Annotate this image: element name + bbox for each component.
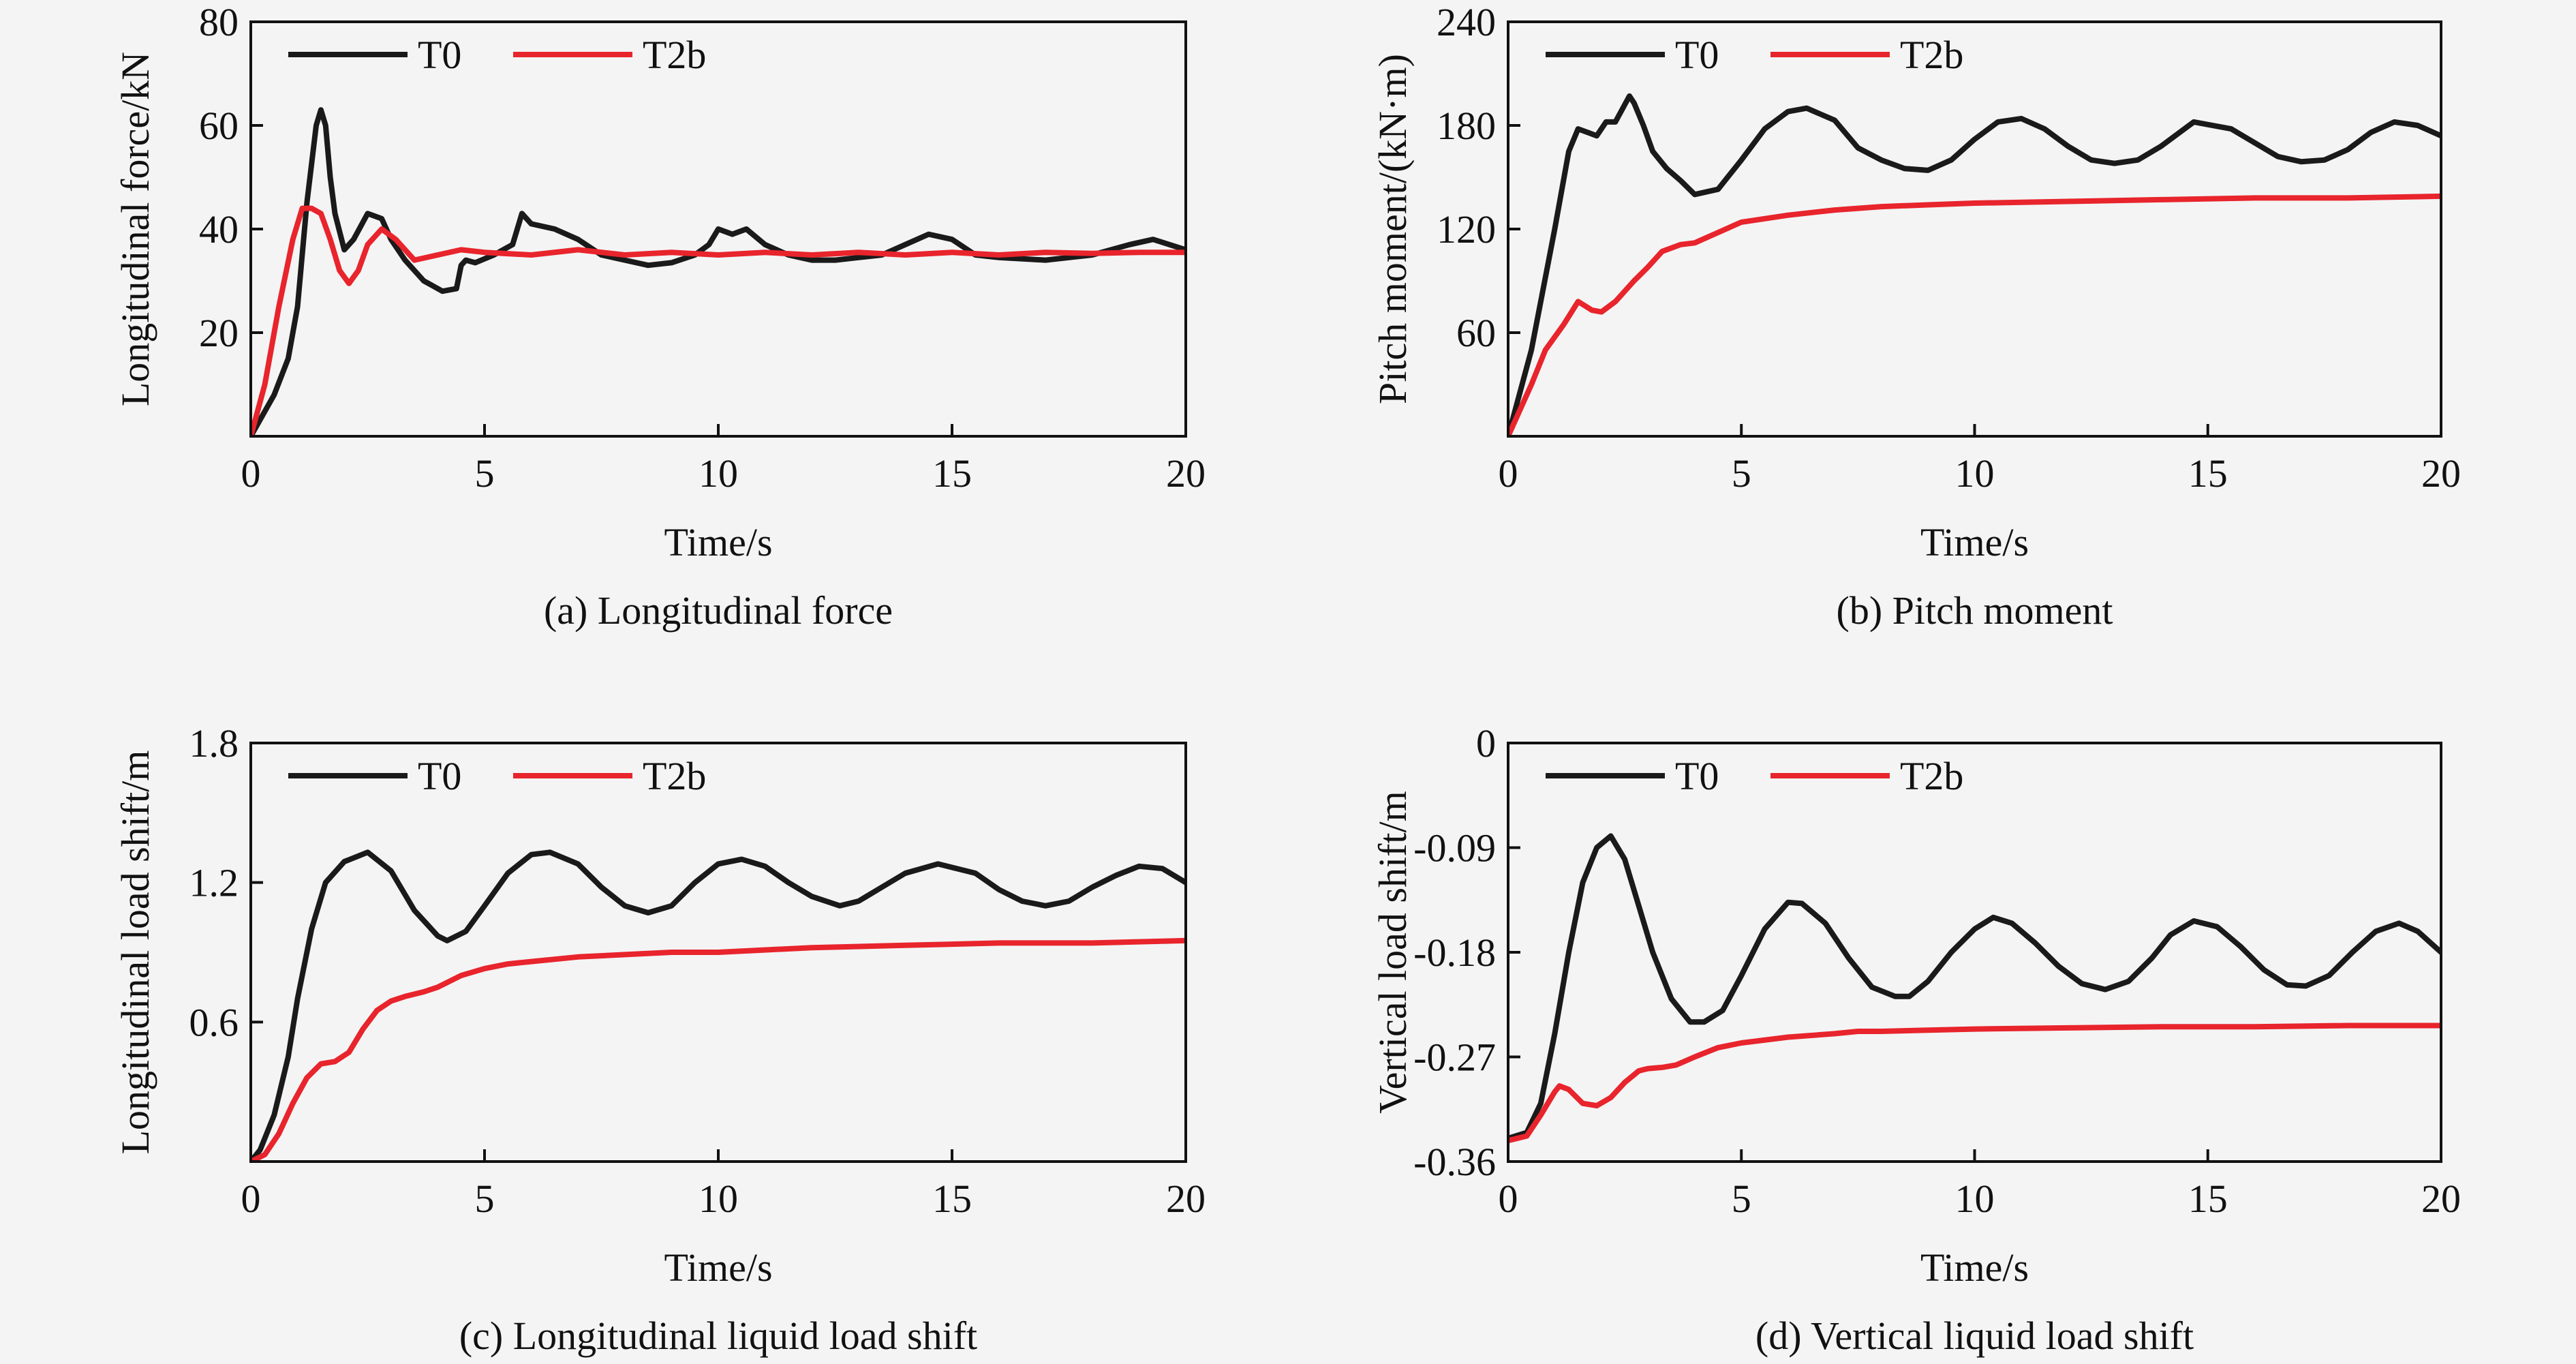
panel-caption: (b) Pitch moment (1837, 588, 2113, 633)
x-axis-label: Time/s (1920, 1245, 2029, 1290)
x-axis-label: Time/s (664, 520, 772, 564)
panel-caption: (d) Vertical liquid load shift (1755, 1314, 2194, 1358)
chart-panel-2: 0 5 10 15 20 0.6 1.2 1.8 Time/s Longitudinal load… (113, 721, 1206, 1358)
x-tick-label: 15 (932, 451, 972, 496)
y-tick-label: 180 (1437, 104, 1496, 148)
y-tick-label: -0.27 (1413, 1035, 1496, 1080)
plot-frame (1507, 20, 2442, 438)
y-tick-label: 0 (1476, 721, 1496, 766)
x-tick-label: 15 (2188, 1177, 2228, 1221)
series-line-t2b (251, 937, 1186, 1162)
x-axis-label: Time/s (1920, 520, 2029, 564)
x-tick-label: 5 (1732, 1177, 1751, 1221)
y-axis-label: Longitudinal force/kN (113, 52, 157, 406)
x-tick-label: 10 (699, 1177, 738, 1221)
y-tick-label: 60 (1456, 311, 1496, 355)
series-line-t2b (1508, 1022, 2441, 1144)
chart-panel-0: 0 5 10 15 20 20 40 60 80 Time/s Longitudinal force… (113, 0, 1206, 633)
x-tick-label: 5 (1732, 451, 1751, 496)
panel-caption: (c) Longitudinal liquid load shift (459, 1314, 977, 1358)
y-tick-label: 120 (1437, 207, 1496, 252)
chart-panel-3: 0 5 10 15 20 0 -0.09 -0.18 -0.27 -0.36 Time/s Verti… (1370, 721, 2461, 1358)
chart-panel-1: 0 5 10 15 20 60 120 180 240 Time/s Pitch moment/(k… (1370, 0, 2461, 633)
panel-caption: (a) Longitudinal force (544, 588, 893, 633)
x-tick-label: 0 (1499, 1177, 1518, 1221)
x-tick-label: 10 (1955, 451, 1995, 496)
y-tick-label: 80 (199, 0, 239, 44)
x-tick-label: 0 (1499, 451, 1518, 496)
legend-label-t2b: T2b (1900, 754, 1963, 798)
y-tick-label: 0.6 (189, 1000, 239, 1044)
x-tick-label: 10 (1955, 1177, 1995, 1221)
y-tick-label: -0.18 (1413, 930, 1496, 975)
x-tick-label: 5 (475, 451, 495, 496)
series-line-t0 (1508, 93, 2441, 436)
x-tick-label: 20 (2421, 1177, 2461, 1221)
y-tick-label: 1.8 (189, 721, 239, 766)
legend-label-t2b: T2b (643, 754, 706, 798)
x-axis-label: Time/s (664, 1245, 772, 1290)
legend-label-t0: T0 (418, 33, 461, 77)
x-tick-label: 5 (475, 1177, 495, 1221)
x-tick-label: 20 (1166, 1177, 1206, 1221)
y-axis-label: Longitudinal load shift/m (113, 751, 157, 1155)
series-line-t2b (251, 205, 1186, 436)
y-tick-label: 240 (1437, 0, 1496, 44)
plot-frame (1507, 742, 2442, 1163)
y-tick-label: -0.09 (1413, 826, 1496, 870)
y-tick-label: -0.36 (1413, 1140, 1496, 1184)
x-tick-label: 20 (2421, 451, 2461, 496)
legend-label-t0: T0 (1675, 754, 1719, 798)
series-line-t2b (1508, 193, 2441, 436)
y-tick-label: 40 (199, 207, 239, 252)
x-tick-label: 10 (699, 451, 738, 496)
series-line-t0 (251, 849, 1186, 1162)
y-tick-label: 20 (199, 311, 239, 355)
x-tick-label: 0 (241, 1177, 261, 1221)
x-tick-label: 20 (1166, 451, 1206, 496)
y-axis-label: Pitch moment/(kN·m) (1370, 54, 1415, 404)
legend-label-t0: T0 (418, 754, 461, 798)
x-tick-label: 15 (932, 1177, 972, 1221)
y-axis-label: Vertical load shift/m (1370, 791, 1415, 1114)
x-tick-label: 15 (2188, 451, 2228, 496)
y-tick-label: 60 (199, 104, 239, 148)
legend-label-t0: T0 (1675, 33, 1719, 77)
series-line-t0 (1508, 833, 2441, 1141)
legend-label-t2b: T2b (1900, 33, 1963, 77)
legend-label-t2b: T2b (643, 33, 706, 77)
series-line-t0 (251, 107, 1186, 436)
y-tick-label: 1.2 (189, 861, 239, 905)
x-tick-label: 0 (241, 451, 261, 496)
